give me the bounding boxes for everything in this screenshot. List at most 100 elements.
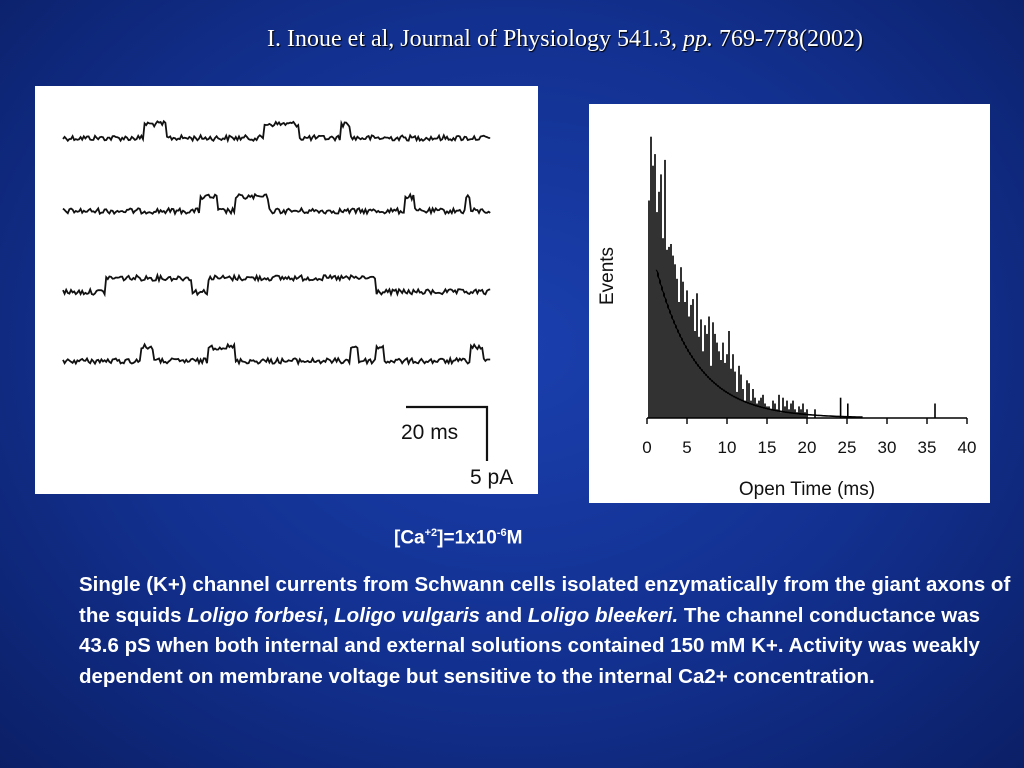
description-sep1: , (322, 603, 335, 627)
histogram-bar (766, 406, 768, 418)
histogram-bar (718, 351, 720, 418)
histogram-bar (698, 336, 700, 418)
scale-current-label: 5 pA (470, 466, 513, 489)
histogram-bar (666, 249, 668, 418)
histogram-bar (690, 304, 692, 418)
x-tick-label: 20 (798, 438, 817, 457)
description-text: Single (K+) channel currents from Schwan… (79, 570, 1014, 692)
current-traces-group (62, 119, 491, 367)
current-trace-4 (62, 341, 491, 367)
histogram-bar (670, 244, 672, 418)
exponential-fit-curve (655, 269, 863, 418)
histogram-bar (648, 200, 650, 418)
histogram-bar (776, 409, 778, 418)
histogram-bar (802, 403, 804, 418)
citation-pages-year: 769-778(2002) (718, 26, 863, 52)
calcium-concentration-label: [Ca+2]=1x10-6M (394, 527, 522, 549)
histogram-bar (708, 316, 710, 418)
open-time-histogram: 0 5 10 15 20 25 30 35 40 Open Time (ms) Events (597, 136, 977, 500)
histogram-bar (674, 264, 676, 418)
species-forbesi: Loligo forbesi (187, 603, 323, 627)
histogram-bar (748, 383, 750, 418)
histogram-bar (726, 354, 728, 418)
histogram-bar (684, 302, 686, 418)
histogram-bar (768, 406, 770, 418)
histogram-bar (792, 400, 794, 418)
histogram-bar (814, 409, 816, 418)
histogram-bar (750, 400, 752, 418)
histogram-bar (934, 403, 936, 418)
x-tick-label: 15 (758, 438, 777, 457)
histogram-bar (806, 409, 808, 418)
histogram-bar (686, 290, 688, 418)
histogram-bar (734, 371, 736, 418)
current-trace-1 (62, 119, 491, 144)
histogram-bar (668, 246, 670, 418)
histogram-bar (780, 412, 782, 418)
histogram-bar (798, 406, 800, 418)
histogram-bar (664, 159, 666, 418)
histogram-bar (676, 278, 678, 418)
histogram-bar (764, 403, 766, 418)
histogram-bar (762, 394, 764, 418)
histogram-bar (756, 403, 758, 418)
histogram-bar (746, 380, 748, 418)
histogram-bar (788, 409, 790, 418)
histogram-bar (682, 281, 684, 418)
histogram-bar (712, 322, 714, 418)
scale-bar: 20 ms 5 pA (401, 405, 513, 489)
histogram-bar (796, 412, 798, 418)
histogram-bar (658, 191, 660, 418)
ca-prefix: [Ca (394, 527, 425, 549)
histogram-bar (714, 333, 716, 418)
histogram-bar (740, 374, 742, 418)
description-part2: The channel conductance was 43.6 pS when… (79, 603, 981, 688)
histogram-bar (736, 391, 738, 418)
histogram-bar (782, 397, 784, 418)
histogram-bar (778, 394, 780, 418)
histogram-bar (656, 212, 658, 418)
histogram-bar (758, 400, 760, 418)
y-axis-label: Events (597, 247, 618, 305)
slide-title: I. Inoue et al, Journal of Physiology 54… (0, 26, 1024, 53)
x-tick-label: 5 (682, 438, 691, 457)
species-bleekeri: Loligo bleekeri. (527, 603, 679, 627)
x-tick-label: 40 (958, 438, 977, 457)
x-tick-label: 35 (918, 438, 937, 457)
histogram-bar (752, 389, 754, 418)
histogram-bar (716, 342, 718, 418)
histogram-bar (728, 331, 730, 418)
histogram-bar (650, 136, 652, 418)
current-traces-panel: 20 ms 5 pA (35, 86, 538, 494)
citation-authors-journal: I. Inoue et al, Journal of Physiology 54… (267, 26, 677, 52)
ca-middle: ]=1x10 (437, 527, 497, 549)
histogram-bar (694, 331, 696, 418)
ca-exponent: -6 (496, 527, 507, 539)
scale-bar-lines (406, 405, 489, 461)
species-vulgaris: Loligo vulgaris (334, 603, 480, 627)
histogram-bar (704, 325, 706, 418)
histogram-bar (678, 302, 680, 418)
citation-pp: pp. (682, 26, 713, 52)
x-tick-label: 0 (642, 438, 651, 457)
scale-time-label: 20 ms (401, 421, 458, 444)
description-part1: Single (K+) channel currents from Schwan… (79, 573, 1011, 627)
histogram-bar (732, 354, 734, 418)
histogram-bar (696, 293, 698, 418)
histogram-bar (672, 255, 674, 418)
histogram-bar (662, 238, 664, 418)
histogram-bar (738, 365, 740, 418)
x-axis-label: Open Time (ms) (739, 479, 875, 500)
histogram-bar (770, 409, 772, 418)
histogram-bar (847, 403, 849, 418)
histogram-bar (722, 342, 724, 418)
x-tick-label: 30 (878, 438, 897, 457)
histogram-bar (754, 397, 756, 418)
histogram-bar (839, 397, 842, 418)
histogram-bar (786, 400, 788, 418)
x-tick-label: 25 (838, 438, 857, 457)
histogram-bar (660, 174, 662, 418)
current-trace-3 (62, 272, 491, 298)
histogram-bar (790, 403, 792, 418)
histogram-bar (744, 400, 746, 418)
